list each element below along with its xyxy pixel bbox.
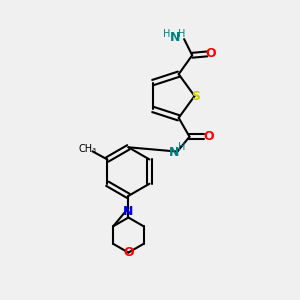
Text: O: O (206, 47, 216, 60)
Text: O: O (123, 246, 134, 259)
Text: H: H (178, 142, 185, 152)
Text: N: N (169, 146, 179, 159)
Text: O: O (203, 130, 214, 143)
Text: S: S (191, 89, 200, 103)
Text: N: N (169, 31, 180, 44)
Text: CH₃: CH₃ (79, 144, 97, 154)
Text: H: H (163, 29, 170, 39)
Text: H: H (178, 29, 185, 39)
Text: N: N (123, 205, 134, 218)
